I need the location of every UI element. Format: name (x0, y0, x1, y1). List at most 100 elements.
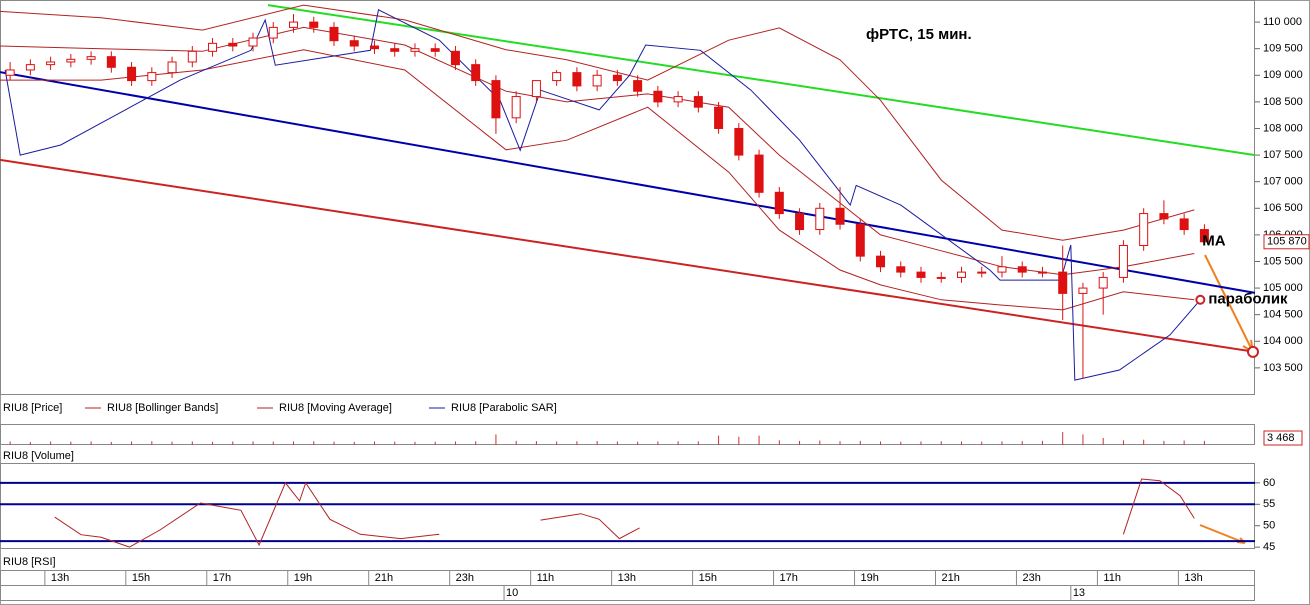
rsi-line (54, 478, 1195, 548)
candle-body (531, 80, 541, 98)
candle-body (187, 50, 197, 63)
candle-body (329, 26, 339, 42)
y-tick-label: 60 (1263, 477, 1275, 489)
candle-body (612, 74, 622, 82)
candle-body (471, 64, 481, 82)
x-tick-label: 13h (618, 572, 636, 584)
legend-label: RIU8 [Moving Average] (279, 402, 392, 414)
candle-body (956, 271, 966, 278)
y-tick-label: 110 000 (1263, 16, 1302, 28)
candle-body (450, 50, 460, 66)
candle-body (25, 64, 35, 71)
x-tick-label: 13h (51, 572, 69, 584)
candle-body (147, 72, 157, 82)
x-tick-label: 21h (375, 572, 393, 584)
candle-body (876, 255, 886, 268)
candle-body (572, 72, 582, 87)
x-tick-label: 19h (294, 572, 312, 584)
candle-body (5, 69, 15, 76)
candle-body (268, 26, 278, 39)
y-tick-label: 104 500 (1263, 309, 1303, 321)
y-tick-label: 105 000 (1263, 282, 1303, 294)
x-tick-label: 15h (699, 572, 717, 584)
x-tick-label: 11h (537, 572, 555, 584)
candle-body (896, 266, 906, 273)
panel-label: RIU8 [Volume] (3, 450, 74, 462)
x-tick-label: 21h (941, 572, 959, 584)
y-tick-label: 105 500 (1263, 255, 1303, 267)
x-tick-label: 23h (1022, 572, 1040, 584)
candle-body (86, 56, 96, 60)
trend-line (267, 4, 1256, 157)
candle-body (1139, 213, 1149, 247)
candle-body (795, 213, 805, 231)
candle-body (835, 207, 845, 225)
chart-title: фРТС, 15 мин. (866, 26, 972, 43)
y-tick-label: 45 (1263, 541, 1275, 553)
legend-label: RIU8 [Bollinger Bands] (107, 402, 218, 414)
y-tick-label: 103 500 (1263, 362, 1303, 374)
candle-body (1179, 218, 1189, 231)
candle-body (673, 96, 683, 103)
candle-body (1199, 229, 1209, 243)
candle-body (1037, 271, 1047, 274)
candle-body (410, 48, 420, 52)
candle-body (1078, 287, 1088, 294)
candle-body (815, 207, 825, 231)
candle-body (66, 58, 76, 63)
candle-body (734, 127, 744, 156)
y-tick-label: 104 000 (1263, 335, 1303, 347)
annotation: МА (1202, 232, 1225, 249)
candle-body (916, 271, 926, 278)
y-tick-label: 106 500 (1263, 202, 1303, 214)
candle-body (552, 72, 562, 82)
candle-body (430, 48, 440, 52)
legend-label: RIU8 [Price] (3, 402, 62, 414)
candle-body (248, 37, 258, 47)
candle-body (633, 80, 643, 92)
candle-body (369, 45, 379, 50)
price-panel (0, 0, 1255, 395)
volume-tag-label: 3 468 (1267, 432, 1295, 444)
date-tick-label: 13 (1073, 587, 1085, 599)
candle-body (491, 80, 501, 119)
candle-body (774, 191, 784, 215)
candle-body (592, 74, 602, 87)
x-tick-label: 11h (1103, 572, 1121, 584)
candle-body (167, 61, 177, 74)
candle-body (1118, 245, 1128, 278)
y-tick-label: 109 500 (1263, 43, 1303, 55)
y-tick-label: 108 000 (1263, 122, 1303, 134)
x-tick-label: 15h (132, 572, 150, 584)
candle-body (390, 48, 400, 52)
candle-body (127, 66, 137, 82)
y-tick-label: 109 000 (1263, 69, 1303, 81)
rsi-panel (0, 463, 1255, 549)
candle-body (855, 223, 865, 257)
candle-body (106, 56, 116, 68)
y-tick-label: 107 500 (1263, 149, 1303, 161)
candle-body (511, 96, 521, 119)
price-tag (1263, 234, 1310, 250)
candle-body (349, 40, 359, 47)
date-tick-label: 10 (506, 587, 518, 599)
candle-body (1098, 276, 1108, 289)
x-tick-label: 19h (861, 572, 879, 584)
candle-body (977, 271, 987, 274)
y-tick-label: 50 (1263, 520, 1275, 532)
price-tag-label: 105 870 (1267, 236, 1307, 248)
candle-body (46, 61, 56, 66)
legend-label: RIU8 [Parabolic SAR] (451, 402, 557, 414)
y-tick-label: 107 000 (1263, 176, 1303, 188)
x-tick-label: 17h (213, 572, 231, 584)
candle-body (309, 21, 319, 28)
candle-body (208, 42, 218, 52)
bollinger-lower (0, 49, 1195, 311)
candle-body (653, 90, 663, 103)
marker (1247, 345, 1259, 358)
candle-body (714, 106, 724, 129)
candle-body (228, 42, 238, 47)
volume-tag (1263, 430, 1303, 446)
x-tick-label: 17h (780, 572, 798, 584)
